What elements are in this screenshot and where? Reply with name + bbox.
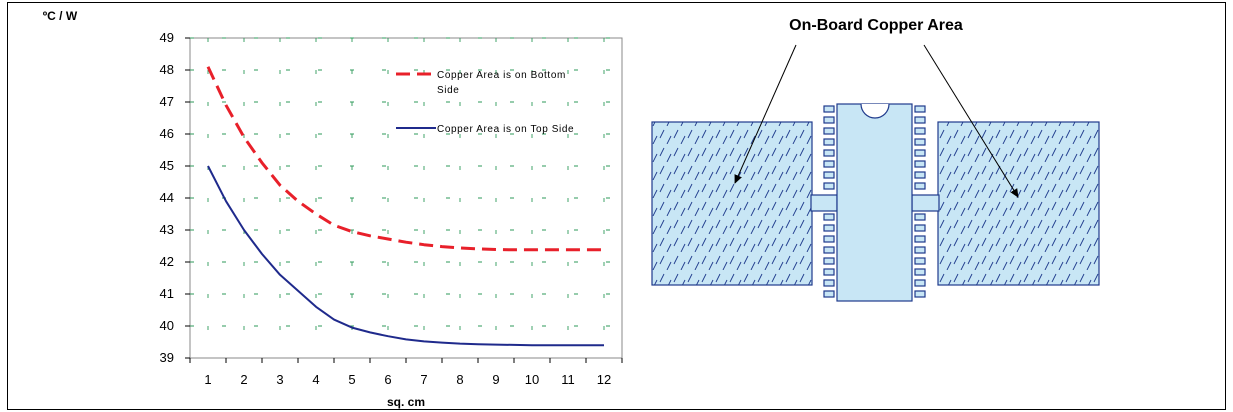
legend: Copper Area is on Bottom Side Copper Are… [396,70,574,135]
y-tick-label: 49 [160,30,174,45]
ic-pin-left [823,116,835,124]
ic-pin-right [914,235,926,243]
ic-pin-right [914,171,926,179]
y-tick-label: 45 [160,158,174,173]
ic-pin-left [823,138,835,146]
ic-pin-right [914,290,926,298]
x-tick-label: 11 [561,372,575,387]
ic-pin-right [914,279,926,287]
ic-pin-right [914,105,926,113]
ic-pin-left [823,171,835,179]
copper-area-diagram: On-Board Copper Area [651,17,1100,302]
left-copper-hatch [652,122,812,285]
ic-package [836,103,913,302]
ic-pin-right [914,138,926,146]
y-axis-ticks: 39 40 41 42 43 44 45 46 47 48 49 [160,30,190,365]
x-tick-label: 8 [456,372,463,387]
x-tick-label: 1 [204,372,211,387]
ic-pin-right [914,257,926,265]
ic-pin-left [823,213,835,221]
y-tick-label: 41 [160,286,174,301]
arrow-to-left-copper [734,44,797,184]
ic-pin-left [823,127,835,135]
x-tick-label: 4 [312,372,319,387]
series-line-bottom-side [206,66,604,252]
figure-frame [7,2,1226,410]
x-tick-label: 2 [240,372,247,387]
ic-pin-left [823,257,835,265]
legend-label-bottom-side: Copper Area is on Bottom Side [437,70,569,96]
diagram-title: On-Board Copper Area [789,17,963,34]
x-axis-ticks: 1 2 3 4 5 6 7 8 9 10 11 12 [189,358,623,387]
ic-pin-left [823,268,835,276]
ic-pin-left [823,279,835,287]
ic-pin-left [823,160,835,168]
ic-pin-left [823,105,835,113]
x-axis-title: sq. cm [387,395,425,409]
ic-pin-right [914,182,926,190]
x-tick-label: 7 [420,372,427,387]
arrow-to-right-copper [923,44,1019,198]
ic-pin-left [823,246,835,254]
y-tick-label: 48 [160,62,174,77]
ic-pin-left [823,224,835,232]
ic-pin-right [914,246,926,254]
x-tick-label: 12 [597,372,611,387]
x-tick-label: 10 [525,372,539,387]
left-trace-connection [810,194,838,212]
series-lines [206,66,604,347]
ic-pin-right [914,160,926,168]
y-tick-label: 47 [160,94,174,109]
ic-pin-right [914,127,926,135]
ic-pin-left [823,149,835,157]
y-tick-label: 39 [160,350,174,365]
x-tick-label: 6 [384,372,391,387]
ic-pin-right [914,224,926,232]
series-line-top-side [207,165,604,347]
ic-pin-left [823,182,835,190]
ic-pin-right [914,116,926,124]
grid-lines [190,37,622,358]
plot-area [189,37,623,359]
right-copper-hatch [938,122,1099,285]
ic-pin-right [914,149,926,157]
y-tick-label: 40 [160,318,174,333]
legend-label-top-side: Copper Area is on Top Side [437,124,574,135]
x-tick-label: 3 [276,372,283,387]
ic-pin-right [914,268,926,276]
ic-pin-left [823,235,835,243]
x-tick-label: 9 [492,372,499,387]
ic-notch [860,103,890,119]
y-tick-label: 46 [160,126,174,141]
ic-pin-right [914,213,926,221]
ic-pins [823,105,926,298]
x-tick-label: 5 [348,372,355,387]
y-tick-label: 43 [160,222,174,237]
ic-pin-left [823,290,835,298]
right-trace-connection [911,194,940,212]
y-tick-label: 44 [160,190,174,205]
y-axis-title: ºC / W [43,9,78,23]
y-tick-label: 42 [160,254,174,269]
